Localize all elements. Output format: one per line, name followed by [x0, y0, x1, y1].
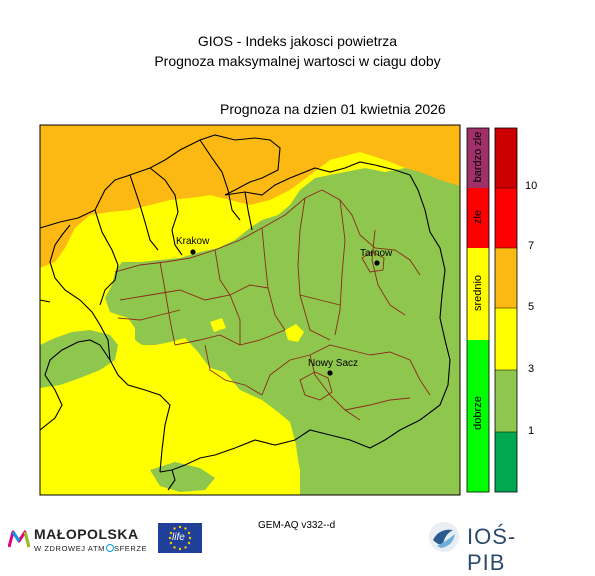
scale-color-3 [495, 248, 517, 308]
city-label-tarnow: Tarnow [360, 248, 393, 259]
zone-srednio-spot [285, 324, 304, 342]
legend-zle-swatch [467, 188, 489, 248]
city-marker-krakow [190, 249, 196, 255]
chart-subtitle: Prognoza maksymalnej wartosci w ciagu do… [154, 53, 441, 69]
scale-tick-10: 10 [525, 180, 538, 192]
ios-pib-mark-icon [429, 522, 459, 552]
legend-label-srednio: srednio [472, 274, 484, 312]
city-marker-nowy-sacz [327, 370, 333, 376]
scale-tick-5: 5 [528, 301, 535, 313]
malopolska-slogan: W ZDROWEJ ATM SFERZE [34, 544, 147, 553]
legend-srednio-swatch [467, 248, 489, 340]
zone-dobrze-s [150, 462, 215, 492]
scale-tick-3: 3 [528, 363, 535, 375]
scale-color-4 [495, 308, 517, 370]
scale-color-5 [495, 370, 517, 432]
city-marker-tarnow [374, 260, 380, 266]
district-boundaries [114, 189, 431, 421]
life-badge: life [172, 532, 185, 543]
malopolska-mark-icon [8, 530, 30, 548]
eu-life-logo: life [158, 523, 202, 553]
malopolska-slogan-a: W ZDROWEJ ATM [34, 544, 105, 553]
ios-pib-name: IOŚ-PIB [467, 524, 517, 575]
scale-color-1 [495, 128, 517, 188]
map-frame [39, 124, 461, 496]
eu-stars-icon [168, 525, 192, 551]
region-boundaries [39, 134, 451, 491]
legend-dobrze-swatch [467, 340, 489, 492]
legend-label-zle: zle [472, 209, 484, 225]
model-version-label: GEM-AQ v332--d [258, 520, 336, 531]
chart-title: GIOS - Indeks jakosci powietrza [197, 33, 398, 49]
scale-color-2 [495, 188, 517, 248]
zone-dobrze [105, 168, 460, 495]
legend-scale-bar [494, 127, 518, 493]
city-label-krakow: Krakow [176, 236, 210, 247]
globe-icon [105, 544, 114, 552]
scale-tick-1: 1 [528, 425, 535, 437]
malopolska-name: MAŁOPOLSKA [34, 526, 139, 542]
legend-bardzo-zle-swatch [467, 128, 489, 188]
scale-tick-7: 7 [528, 240, 535, 252]
city-label-nowy-sacz: Nowy Sacz [308, 358, 358, 369]
city-markers: Krakow Tarnow Nowy Sacz [176, 236, 393, 376]
forecast-date: Prognoza na dzien 01 kwietnia 2026 [220, 101, 446, 117]
zone-srednio-spot2 [210, 318, 226, 332]
legend-category-bar [466, 127, 490, 493]
legend-label-bardzo-zle: bardzo zle [472, 131, 484, 183]
zone-zle [40, 125, 460, 268]
scale-color-6 [495, 432, 517, 492]
legend-label-dobrze: dobrze [472, 396, 484, 430]
malopolska-slogan-b: SFERZE [114, 544, 148, 553]
